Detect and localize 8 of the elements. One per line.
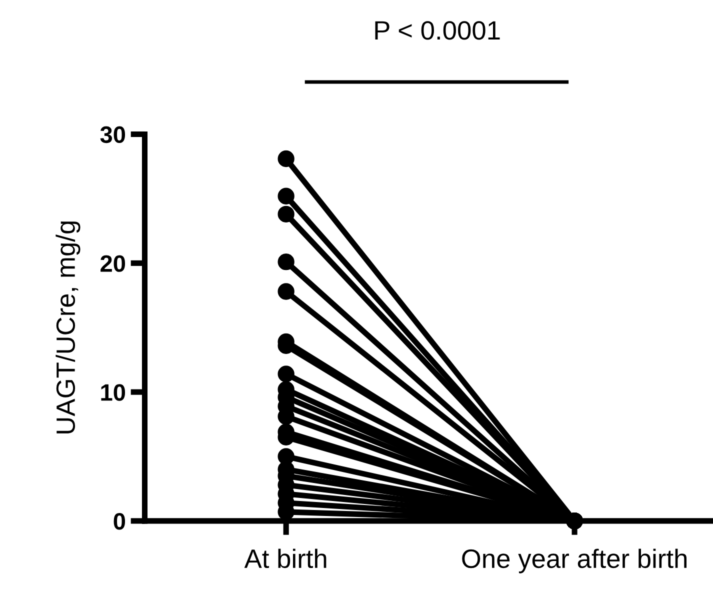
- y-tick-label: 10: [101, 384, 126, 401]
- x-tick-label: One year after birth: [462, 548, 687, 574]
- text: P < 0.0001: [375, 21, 500, 40]
- y-tick-label: 0: [114, 513, 126, 530]
- y-axis-title: UAGT/UCre, mg/g: [56, 222, 80, 434]
- y-tick-label: 20: [100, 255, 126, 272]
- y-tick-label: 30: [100, 126, 126, 144]
- x-tick-label: At birth: [244, 548, 326, 568]
